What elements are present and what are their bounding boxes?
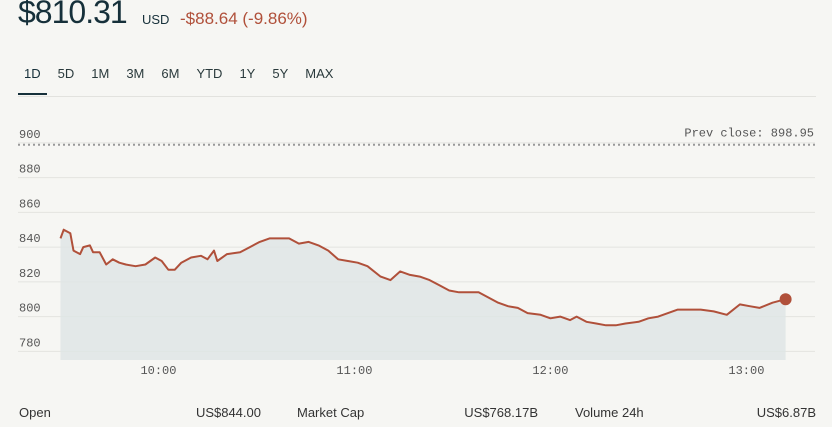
last-point bbox=[779, 293, 792, 306]
x-tick-label: 12:00 bbox=[532, 364, 568, 378]
x-tick-label: 10:00 bbox=[140, 364, 176, 378]
stat-value: US$768.17B bbox=[464, 405, 538, 420]
stat-label: Open bbox=[19, 405, 51, 420]
currency: USD bbox=[142, 12, 170, 27]
x-tick-label: 13:00 bbox=[728, 364, 764, 378]
y-tick-label: 860 bbox=[19, 197, 41, 211]
price: $810.31 bbox=[18, 0, 128, 30]
range-tab[interactable]: 1Y bbox=[239, 66, 256, 81]
y-tick-label: 820 bbox=[19, 267, 41, 281]
y-tick-label: 900 bbox=[19, 128, 41, 142]
range-tab[interactable]: YTD bbox=[196, 66, 223, 81]
range-tab[interactable]: 1D bbox=[18, 66, 47, 95]
price-line bbox=[59, 228, 786, 327]
area bbox=[60, 229, 786, 360]
y-tick-label: 780 bbox=[19, 336, 41, 350]
range-tab[interactable]: 5Y bbox=[272, 66, 289, 81]
range-tab[interactable]: 6M bbox=[161, 66, 180, 81]
price-change: -$88.64 (-9.86%) bbox=[180, 9, 308, 28]
range-tab[interactable]: MAX bbox=[305, 66, 334, 81]
y-tick-label: 840 bbox=[19, 232, 41, 246]
range-tabs: 1D 5D 1M 3M 6M YTD 1Y 5Y MAX bbox=[18, 66, 344, 95]
prev-close-label: Prev close: 898.95 bbox=[684, 127, 814, 141]
range-tab[interactable]: 3M bbox=[126, 66, 145, 81]
range-tab[interactable]: 1M bbox=[91, 66, 110, 81]
stat-value: US$844.00 bbox=[195, 405, 261, 420]
y-tick-label: 880 bbox=[19, 163, 41, 177]
chart: 780 800 820 840 860 880 900 Prev close: 898.95 1… bbox=[18, 127, 815, 378]
stat-value: US$6.87B bbox=[756, 405, 816, 420]
separator bbox=[18, 96, 816, 97]
stat-label: Volume 24h bbox=[575, 405, 644, 420]
stat-label: Market Cap bbox=[297, 405, 365, 420]
y-tick-label: 800 bbox=[19, 302, 41, 316]
range-tab[interactable]: 5D bbox=[57, 66, 75, 81]
x-tick-label: 11:00 bbox=[336, 364, 372, 378]
